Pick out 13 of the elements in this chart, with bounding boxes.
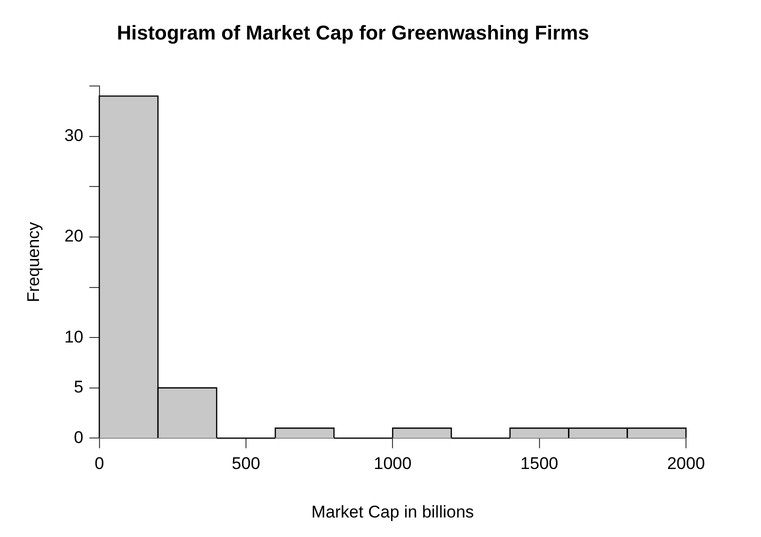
x-tick-label: 1000	[374, 454, 412, 474]
y-tick-label: 10	[64, 327, 84, 346]
y-tick-label: 5	[74, 378, 84, 397]
x-axis-title: Market Cap in billions	[311, 502, 474, 522]
y-tick-label: 20	[64, 226, 84, 246]
x-tick-label: 500	[232, 454, 260, 474]
y-tick-label: 30	[64, 126, 84, 145]
chart-title: Histogram of Market Cap for Greenwashing Firms	[116, 22, 590, 45]
x-tick-label: 1500	[520, 454, 558, 474]
x-tick-label: 0	[94, 454, 104, 474]
x-tick-label: 2000	[667, 454, 705, 474]
y-axis-title: Frequency	[24, 221, 43, 302]
y-tick-label: 0	[74, 428, 84, 447]
